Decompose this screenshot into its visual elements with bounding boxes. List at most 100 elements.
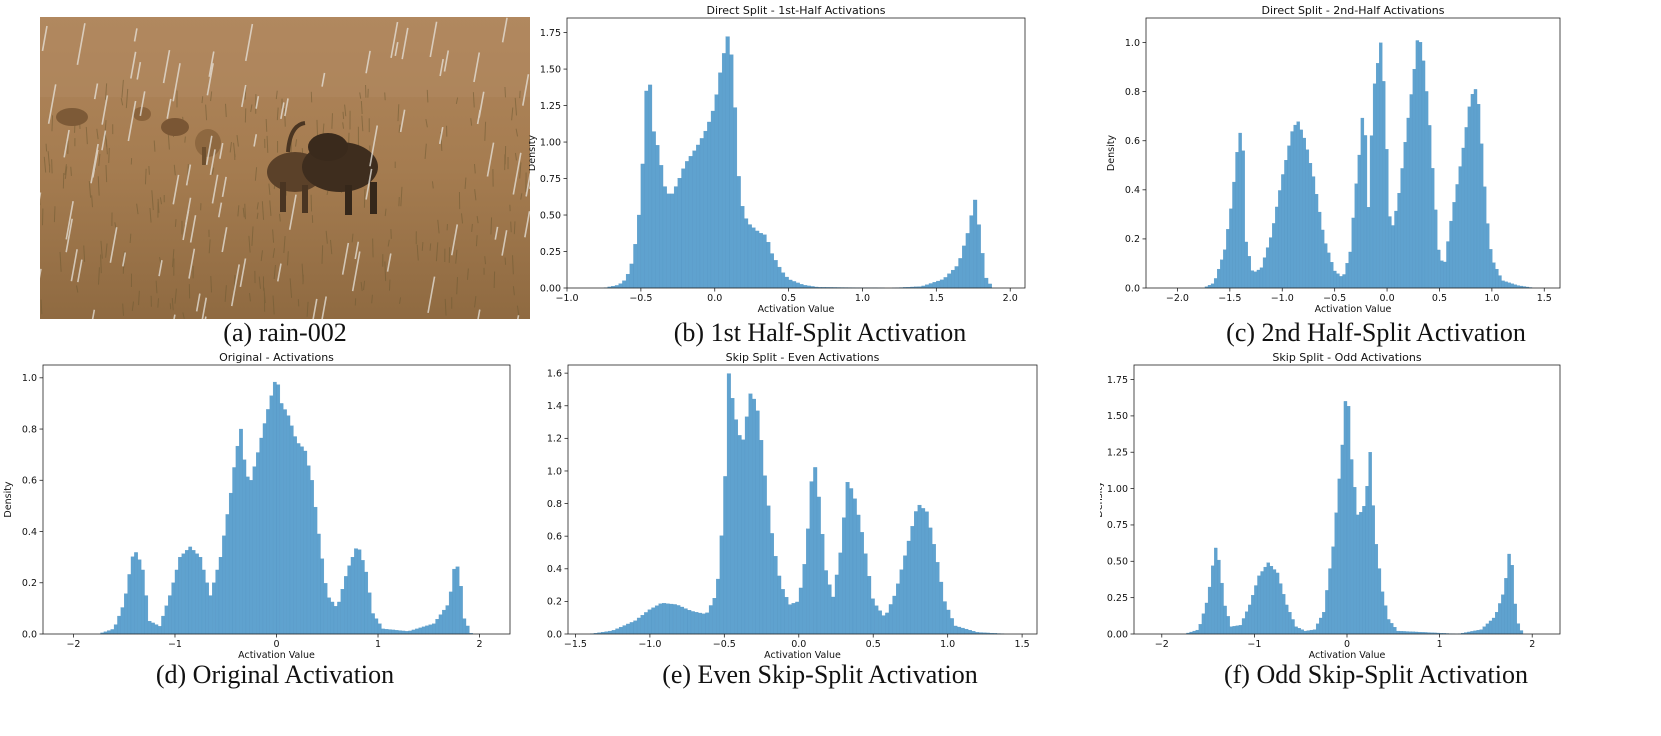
y-tick-label: 0.25 bbox=[1107, 593, 1128, 604]
histogram-bar bbox=[1238, 132, 1242, 289]
y-tick-label: 1.75 bbox=[1107, 375, 1128, 386]
y-tick-label: 0.75 bbox=[540, 174, 561, 185]
histogram-bar bbox=[874, 605, 879, 635]
histogram-bar bbox=[1485, 623, 1490, 635]
histogram-bar bbox=[1461, 147, 1465, 289]
chart-title: Original - Activations bbox=[219, 351, 334, 364]
x-tick-label: 1.5 bbox=[929, 293, 944, 304]
histogram-bar bbox=[1371, 505, 1375, 635]
histogram-bar bbox=[962, 245, 967, 289]
histogram-bar bbox=[1440, 260, 1444, 289]
histogram-bar bbox=[168, 595, 172, 635]
histogram-bar bbox=[942, 601, 947, 635]
histogram-bar bbox=[1322, 612, 1326, 635]
histogram-bar bbox=[371, 613, 375, 635]
histogram-bar bbox=[744, 218, 749, 289]
histogram-bar bbox=[1431, 168, 1435, 289]
histogram-bar bbox=[391, 629, 396, 635]
histogram-bar bbox=[762, 234, 767, 289]
x-axis-label: Activation Value bbox=[1315, 304, 1392, 315]
x-axis-label: Activation Value bbox=[764, 650, 841, 661]
y-tick-label: 0.2 bbox=[547, 597, 562, 608]
panel-f: Skip Split - Odd Activations −2 −1 0 1 2 0.00 0… bbox=[1094, 348, 1660, 670]
histogram-bar bbox=[1311, 176, 1316, 289]
histogram-bar bbox=[980, 253, 985, 289]
histogram-bar bbox=[696, 144, 701, 289]
histogram-bar bbox=[1247, 256, 1251, 289]
x-tick-label: −0.5 bbox=[1323, 293, 1346, 304]
histogram-bar bbox=[1278, 190, 1282, 289]
histogram-bar bbox=[737, 435, 742, 635]
histogram-bar bbox=[892, 595, 897, 635]
histogram-bar bbox=[618, 626, 623, 635]
histogram-bar bbox=[1473, 89, 1478, 289]
y-tick-label: 1.25 bbox=[540, 101, 561, 112]
histogram-bar bbox=[1319, 617, 1323, 635]
histogram-bar bbox=[1406, 117, 1410, 289]
histogram-bar bbox=[289, 425, 294, 635]
histogram-bar bbox=[1285, 604, 1289, 635]
histogram-bar bbox=[740, 206, 745, 289]
x-tick-label: −2.0 bbox=[1166, 293, 1189, 304]
histogram-bar bbox=[849, 488, 854, 635]
histogram-bar bbox=[1288, 612, 1292, 635]
histogram-bar bbox=[958, 258, 963, 289]
histogram-bar bbox=[669, 603, 674, 635]
histogram-bar bbox=[870, 598, 875, 635]
y-tick-label: 0.4 bbox=[22, 527, 37, 538]
x-tick-label: 2 bbox=[1529, 639, 1535, 650]
histogram-bar bbox=[1366, 207, 1371, 289]
histogram-bar bbox=[723, 476, 728, 635]
histogram-bar bbox=[1372, 83, 1377, 289]
histogram-bar bbox=[1299, 129, 1303, 289]
histogram-bar bbox=[683, 608, 688, 635]
histogram-bar bbox=[1501, 280, 1505, 289]
histogram-bar bbox=[677, 178, 682, 289]
histogram-bar bbox=[462, 618, 467, 635]
histogram-bar bbox=[374, 618, 379, 635]
histogram-bar bbox=[672, 604, 677, 635]
histogram-bar bbox=[408, 630, 413, 635]
histogram-bar bbox=[448, 591, 453, 635]
histogram-bar bbox=[1207, 586, 1212, 635]
chart-title: Direct Split - 2nd-Half Activations bbox=[1262, 4, 1445, 17]
histogram-bar bbox=[1253, 271, 1258, 289]
histogram-bar bbox=[1385, 149, 1389, 289]
histogram-bar bbox=[1400, 168, 1404, 289]
chart-title: Skip Split - Odd Activations bbox=[1272, 351, 1421, 364]
histogram-bar bbox=[333, 606, 338, 635]
x-tick-label: 2.0 bbox=[1003, 293, 1018, 304]
histogram-bar bbox=[659, 165, 664, 289]
histogram-bar bbox=[1486, 223, 1490, 289]
histogram-bar bbox=[662, 186, 667, 289]
x-tick-label: 0.5 bbox=[866, 639, 881, 650]
histogram-bar bbox=[816, 496, 821, 635]
histogram-bar bbox=[687, 610, 692, 635]
histogram-bar bbox=[1345, 263, 1349, 289]
histogram-bar bbox=[438, 614, 443, 635]
histogram-bar bbox=[1397, 192, 1401, 289]
y-tick-label: 0.75 bbox=[1107, 520, 1128, 531]
histogram-bar bbox=[896, 583, 900, 635]
histogram-bar bbox=[1363, 135, 1368, 289]
x-tick-label: 0.0 bbox=[707, 293, 722, 304]
histogram-bar bbox=[184, 550, 189, 635]
histogram-bar bbox=[946, 609, 951, 635]
histogram-bar bbox=[337, 601, 341, 635]
histogram-bar bbox=[1388, 216, 1392, 289]
histogram-bar bbox=[1220, 259, 1224, 289]
histogram-bar bbox=[863, 553, 868, 635]
y-tick-label: 0.6 bbox=[547, 531, 562, 542]
histogram-bar bbox=[681, 168, 686, 289]
histogram-bar bbox=[222, 535, 226, 635]
histogram-bar bbox=[633, 620, 638, 635]
histogram-bar bbox=[1368, 452, 1372, 635]
histogram-bar bbox=[935, 562, 940, 635]
y-tick-label: 0.8 bbox=[547, 499, 562, 510]
histogram-bar bbox=[1331, 546, 1335, 635]
y-tick-label: 1.00 bbox=[1107, 484, 1128, 495]
histogram-bar bbox=[259, 437, 264, 635]
histogram-bar bbox=[716, 578, 721, 635]
histogram-bar bbox=[710, 110, 715, 289]
histogram-bar bbox=[1482, 186, 1487, 289]
